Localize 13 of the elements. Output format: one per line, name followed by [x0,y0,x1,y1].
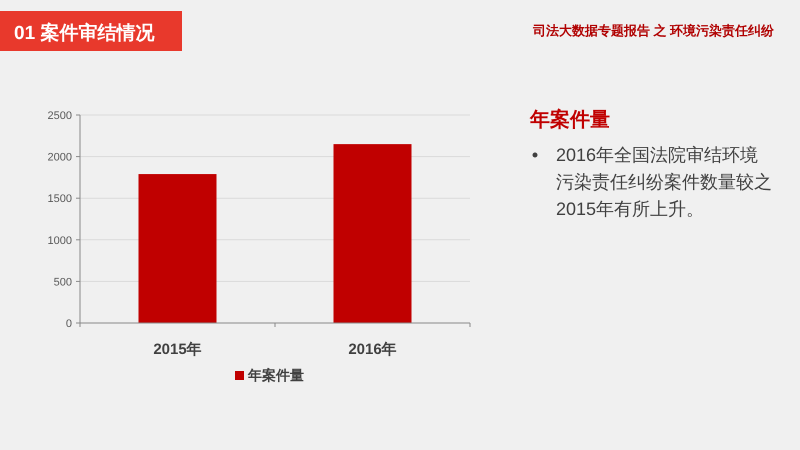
y-tick-label: 2000 [48,152,72,164]
y-tick-label: 1000 [48,234,72,247]
text: 年案件量 [529,108,610,131]
x-tick-label: 2016年 [348,341,397,358]
x-tick-label: 2015年 [153,341,202,358]
text: 司法大数据专题报告 之 环境污染责任纠纷 [532,23,775,38]
y-tick-label: 2500 [48,110,72,122]
y-tick-label: 500 [54,276,72,288]
y-tick-label: 1500 [48,193,72,206]
chart-title: 01 案件审结情况 [14,22,156,44]
text: 2016年全国法院审结环境污染责任纠纷案件数量较之2015年有所上升。 [556,145,772,219]
legend-label: 年案件量 [247,367,304,383]
y-tick-label: 0 [66,318,72,330]
